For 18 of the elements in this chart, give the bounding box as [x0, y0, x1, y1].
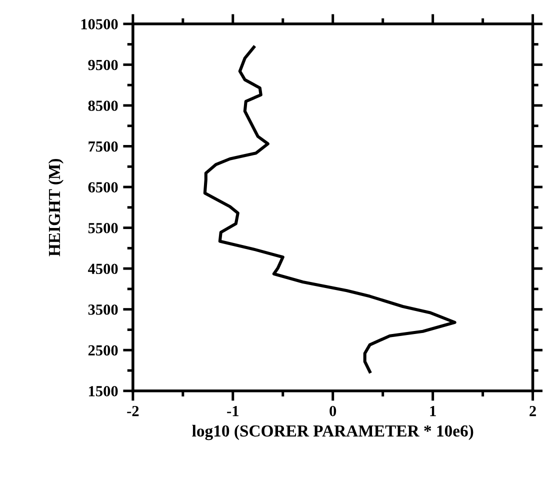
x-tick-label: -1 [227, 406, 238, 416]
x-tick-label: 0 [330, 406, 336, 416]
x-tick-label: 2 [530, 406, 536, 416]
y-axis-title: HEIGHT (M) [48, 158, 64, 256]
y-tick-label: 4500 [88, 264, 118, 274]
y-tick-label: 2500 [88, 345, 118, 356]
y-tick-label: 3500 [88, 304, 118, 315]
y-tick-label: 9500 [88, 60, 118, 70]
x-tick-label: 1 [430, 406, 436, 416]
y-tick-label: 8500 [88, 100, 118, 111]
x-axis-title: log10 (SCORER PARAMETER * 10e6) [192, 424, 474, 440]
y-tick-label: 1500 [89, 386, 118, 396]
y-tick-label: 5500 [88, 222, 118, 234]
y-tick-label: 10500 [81, 19, 118, 30]
line-series [203, 46, 456, 374]
x-tick-label: -2 [127, 406, 139, 416]
y-tick-label: 6500 [88, 182, 118, 192]
y-tick-label: 7500 [88, 141, 118, 152]
